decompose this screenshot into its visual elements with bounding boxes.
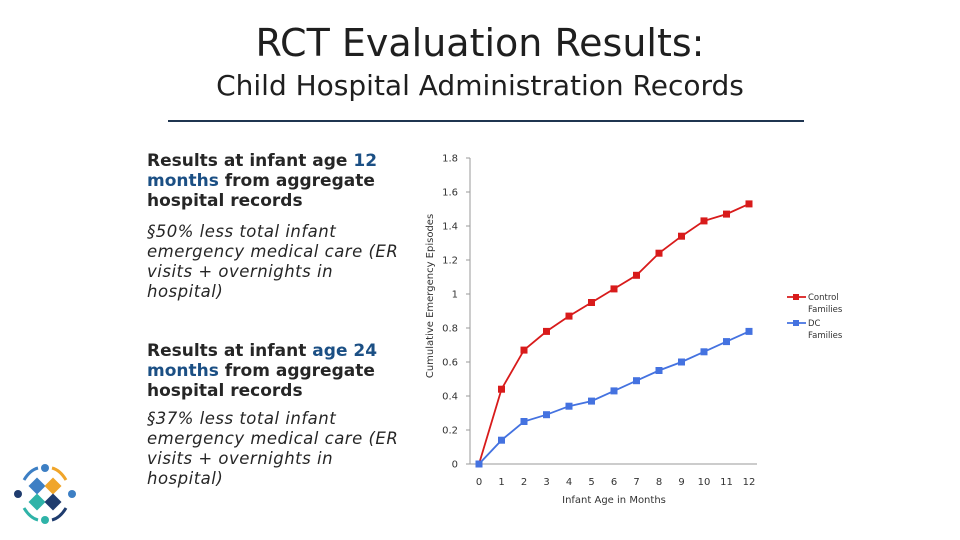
y-tick-label: 1.6: [442, 188, 458, 199]
legend-label: Families: [808, 331, 843, 341]
y-tick-label: 1: [452, 290, 458, 301]
x-tick-label: 12: [743, 477, 756, 488]
organization-logo-icon: [14, 464, 76, 524]
x-tick-label: 1: [498, 477, 504, 488]
y-tick-label: 0.4: [442, 392, 458, 403]
data-point: [678, 358, 685, 366]
results-12-months-bullet: §50% less total infant emergency medical…: [147, 222, 399, 301]
x-tick-label: 5: [588, 477, 594, 488]
data-point: [678, 232, 685, 240]
x-tick-label: 2: [521, 477, 527, 488]
heading-text: Results at infant age: [147, 151, 354, 171]
data-point: [745, 327, 753, 335]
logo-dot: [14, 490, 22, 498]
results-12-months-heading: Results at infant age 12 months from agg…: [147, 151, 407, 211]
results-24-months-bullet: §37% less total infant emergency medical…: [147, 409, 399, 488]
x-tick-label: 7: [633, 477, 639, 488]
data-point: [565, 312, 573, 320]
data-point: [520, 346, 528, 354]
x-tick-label: 4: [566, 477, 572, 488]
data-point: [498, 436, 505, 444]
logo-dot: [41, 516, 49, 524]
data-point: [475, 460, 483, 468]
legend-label: Families: [808, 305, 843, 315]
y-tick-label: 0.6: [442, 358, 458, 369]
results-24-months-heading: Results at infant age 24 months from agg…: [147, 341, 407, 401]
legend-label: Control: [808, 293, 839, 303]
logo-dot: [41, 464, 49, 472]
data-point: [745, 200, 753, 208]
y-tick-label: 0.8: [442, 324, 458, 335]
heading-age-highlight: age 24: [312, 341, 378, 361]
logo-dot: [68, 490, 76, 498]
logo-arc: [22, 466, 39, 481]
logo-arc: [51, 507, 68, 522]
data-point: [655, 249, 663, 257]
data-point: [588, 299, 595, 306]
y-tick-label: 0.2: [442, 426, 458, 437]
legend-label: DC: [808, 319, 821, 329]
y-tick-label: 1.4: [442, 222, 458, 233]
data-point: [723, 338, 730, 346]
data-point: [610, 387, 618, 395]
data-point: [633, 271, 640, 279]
data-point: [543, 411, 550, 419]
heading-text-end: from aggregate hospital records: [147, 361, 375, 401]
slide-subtitle: Child Hospital Administration Records: [216, 69, 744, 102]
x-tick-label: 0: [476, 477, 482, 488]
data-point: [610, 285, 618, 293]
data-point: [723, 210, 730, 218]
legend-marker: [793, 320, 799, 326]
x-tick-label: 6: [611, 477, 617, 488]
x-tick-label: 8: [656, 477, 662, 488]
x-tick-label: 3: [543, 477, 549, 488]
y-tick-label: 0: [452, 460, 458, 471]
heading-months-highlight: months: [147, 171, 219, 191]
legend-marker: [793, 294, 799, 300]
title-divider: [168, 120, 804, 122]
y-axis-title: Cumulative Emergency Episodes: [425, 214, 436, 378]
series-line-dc: [478, 330, 750, 465]
slide-title: RCT Evaluation Results:: [255, 21, 705, 65]
data-point: [700, 348, 708, 356]
heading-age-highlight: 12: [353, 151, 378, 171]
x-tick-label: 10: [698, 477, 711, 488]
data-point: [543, 327, 550, 335]
x-axis-title: Infant Age in Months: [562, 495, 666, 506]
heading-months-highlight: months: [147, 361, 219, 381]
data-point: [700, 217, 708, 225]
x-tick-label: 9: [678, 477, 684, 488]
data-point: [498, 385, 505, 393]
heading-text-end: from aggregate hospital records: [147, 171, 375, 211]
y-tick-label: 1.2: [442, 256, 458, 267]
y-tick-label: 1.8: [442, 154, 458, 165]
data-point: [520, 418, 528, 425]
heading-text: Results at infant: [147, 341, 313, 361]
data-point: [655, 367, 663, 374]
x-tick-label: 11: [720, 477, 733, 488]
logo-arc: [22, 507, 39, 522]
data-point: [633, 377, 640, 385]
logo-arc: [51, 466, 68, 481]
data-point: [565, 402, 573, 410]
data-point: [588, 397, 595, 405]
